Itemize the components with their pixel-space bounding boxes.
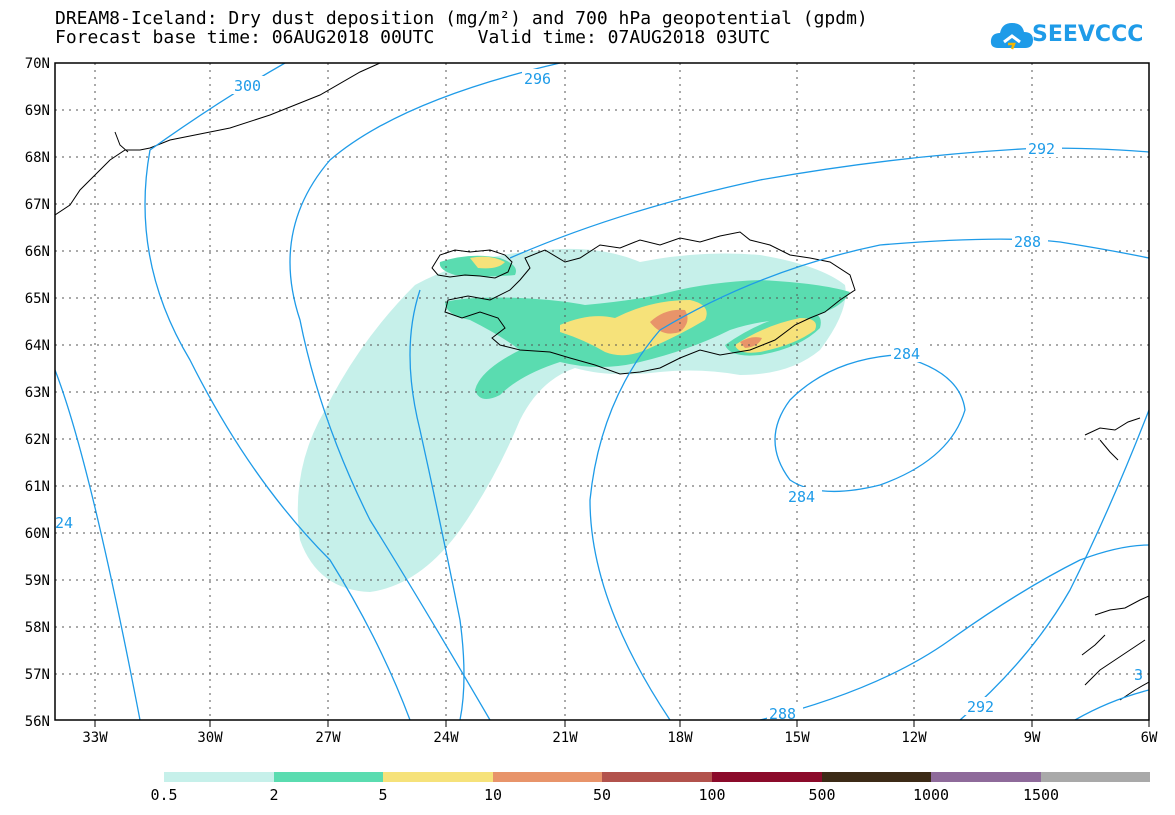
dust-shading-5-10 — [470, 256, 505, 269]
lat-label: 59N — [25, 573, 50, 589]
colorbar-swatch — [822, 772, 931, 782]
lat-label: 67N — [25, 197, 50, 213]
dust-shading-10-50 — [650, 309, 688, 334]
map-title: DREAM8-Iceland: Dry dust deposition (mg/… — [55, 8, 868, 29]
colorbar-label: 1500 — [1022, 786, 1060, 804]
lat-label: 64N — [25, 338, 50, 354]
lon-label: 9W — [1024, 730, 1041, 746]
graticule — [55, 63, 1149, 720]
lat-label: 66N — [25, 244, 50, 260]
lat-label: 62N — [25, 432, 50, 448]
lon-label: 21W — [552, 730, 578, 746]
contour-label-292-south: 292 — [967, 698, 994, 716]
contour-label-288-south: 288 — [769, 705, 796, 723]
colorbar-swatch — [1041, 772, 1150, 782]
latitude-labels: 70N 69N 68N 67N 66N 65N 64N 63N 62N 61N … — [25, 56, 50, 730]
longitude-labels: 33W 30W 27W 24W 21W 18W 15W 12W 9W 6W — [82, 730, 1158, 746]
colorbar-swatch — [383, 772, 493, 782]
lat-label: 70N — [25, 56, 50, 72]
lon-label: 27W — [315, 730, 341, 746]
lon-label: 15W — [784, 730, 810, 746]
lat-label: 68N — [25, 150, 50, 166]
contour-labels: 300 296 292 288 284 284 288 292 24 3 — [55, 69, 1143, 723]
lat-label: 69N — [25, 103, 50, 119]
colorbar-label: 2 — [269, 786, 279, 804]
lat-label: 56N — [25, 714, 50, 730]
lon-label: 18W — [667, 730, 693, 746]
seevccc-logo: SEEVCCC — [990, 18, 1150, 58]
colorbar-label: 100 — [698, 786, 726, 804]
colorbar-label: 0.5 — [150, 786, 178, 804]
colorbar-swatch — [164, 772, 274, 782]
colorbar — [164, 772, 1150, 782]
colorbar-label: 50 — [592, 786, 612, 804]
colorbar-swatch — [712, 772, 822, 782]
contour-label-284-north: 284 — [893, 345, 920, 363]
lon-label: 30W — [197, 730, 223, 746]
contour-label-edge-west: 24 — [55, 514, 73, 532]
lat-label: 58N — [25, 620, 50, 636]
colorbar-swatch — [493, 772, 602, 782]
colorbar-label: 5 — [378, 786, 388, 804]
cloud-icon — [990, 23, 1033, 50]
colorbar-label: 1000 — [912, 786, 950, 804]
colorbar-label: 500 — [808, 786, 836, 804]
lon-label: 24W — [433, 730, 459, 746]
lon-label: 6W — [1141, 730, 1158, 746]
forecast-times: Forecast base time: 06AUG2018 00UTC Vali… — [55, 27, 771, 48]
contour-label-edge-east: 3 — [1134, 666, 1143, 684]
lat-label: 63N — [25, 385, 50, 401]
contour-label-300: 300 — [234, 77, 261, 95]
lat-label: 60N — [25, 526, 50, 542]
geopotential-contours — [55, 63, 1149, 720]
colorbar-swatch — [602, 772, 712, 782]
contour-label-292: 292 — [1028, 140, 1055, 158]
lat-label: 65N — [25, 291, 50, 307]
colorbar-swatch — [274, 772, 383, 782]
lat-label: 61N — [25, 479, 50, 495]
tick-marks — [94, 720, 1150, 727]
brand-name: SEEVCCC — [1032, 22, 1144, 47]
lat-label: 57N — [25, 667, 50, 683]
lon-label: 12W — [901, 730, 927, 746]
colorbar-swatch — [931, 772, 1041, 782]
contour-label-296: 296 — [524, 70, 551, 88]
dust-shading-10-50 — [740, 337, 762, 348]
lon-label: 33W — [82, 730, 108, 746]
colorbar-label: 10 — [483, 786, 503, 804]
contour-label-284-south: 284 — [788, 488, 815, 506]
map-frame — [54, 62, 1150, 721]
contour-label-288: 288 — [1014, 233, 1041, 251]
